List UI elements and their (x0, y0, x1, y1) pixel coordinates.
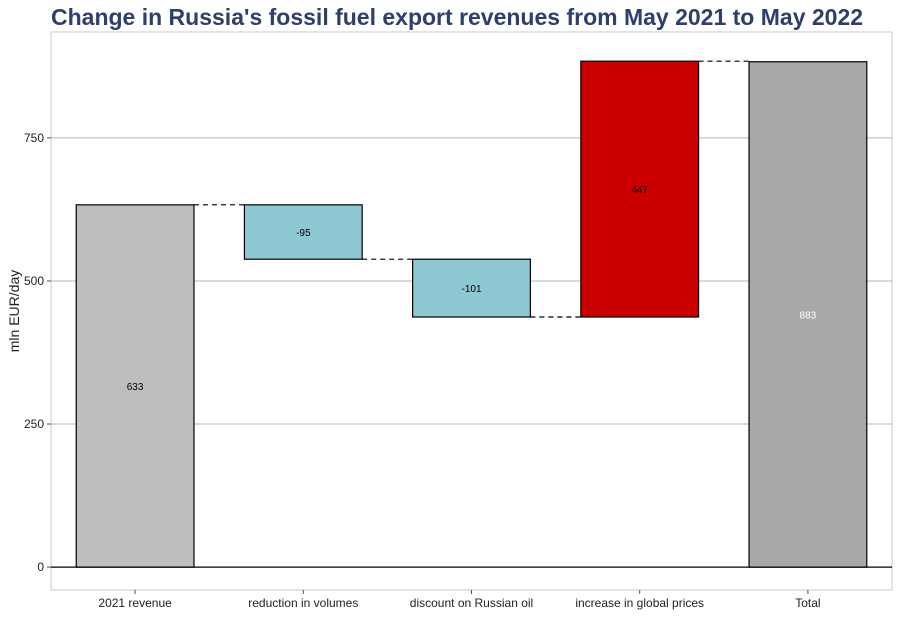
bar-1 (243, 204, 363, 260)
bar-2 (412, 258, 531, 318)
bars (75, 60, 868, 568)
bar-labels: 633 -95 -101 447 883 (127, 185, 817, 393)
bar-4 (748, 61, 868, 568)
chart-title: Change in Russia's fossil fuel export re… (51, 4, 864, 30)
bar-label-0: 633 (127, 382, 144, 393)
y-tick-label-250: 250 (24, 417, 44, 431)
bar-label-4: 883 (800, 310, 817, 321)
bar-label-3: 447 (631, 185, 648, 196)
x-axis-ticks: 2021 revenue reduction in volumes discount… (98, 590, 821, 610)
y-tick-label-500: 500 (24, 274, 44, 288)
y-tick-label-0: 0 (37, 560, 44, 574)
bar-0 (75, 204, 195, 568)
bar-label-1: -95 (296, 228, 311, 239)
x-tick-label-2: discount on Russian oil (410, 596, 533, 610)
bar-label-2: -101 (461, 284, 481, 295)
y-axis-ticks: 0 250 500 750 (24, 131, 51, 574)
x-tick-label-1: reduction in volumes (248, 596, 358, 610)
bar-3 (580, 60, 700, 318)
y-tick-label-750: 750 (24, 131, 44, 145)
x-tick-label-3: increase in global prices (575, 596, 704, 610)
y-axis-title: mln EUR/day (6, 270, 22, 352)
x-tick-label-0: 2021 revenue (98, 596, 172, 610)
x-tick-label-4: Total (795, 596, 820, 610)
